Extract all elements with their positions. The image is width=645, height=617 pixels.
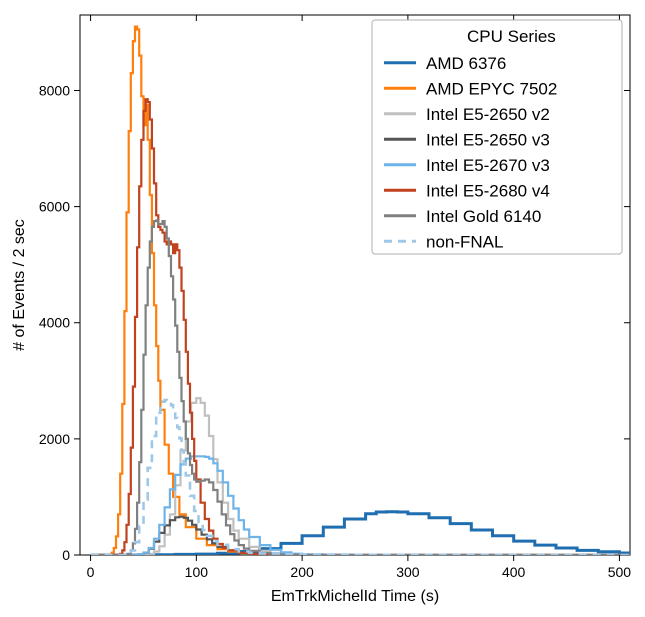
x-tick-label: 300 [396, 564, 420, 580]
chart-svg: 0 100 200 300 400 500 0 2000 4000 6000 8000 EmTrkMi… [0, 0, 645, 617]
legend-label: AMD EPYC 7502 [426, 79, 557, 98]
series-intel-e5-2650-v2 [91, 398, 630, 555]
series-intel-e5-2670-v3 [91, 456, 630, 555]
y-tick-label: 6000 [39, 199, 70, 215]
legend-label: non-FNAL [426, 232, 503, 251]
x-tick-label: 400 [502, 564, 526, 580]
legend-label: Intel E5-2650 v3 [426, 130, 550, 149]
y-tick-label: 2000 [39, 431, 70, 447]
legend-label: Intel E5-2650 v2 [426, 105, 550, 124]
series-non-fnal [91, 400, 630, 555]
series-intel-gold-6140 [91, 221, 630, 556]
legend-label: AMD 6376 [426, 54, 506, 73]
legend-label: Intel E5-2680 v4 [426, 181, 550, 200]
legend-title: CPU Series [467, 27, 556, 46]
legend-label: Intel Gold 6140 [426, 207, 541, 226]
y-tick-label: 4000 [39, 315, 70, 331]
legend-label: Intel E5-2670 v3 [426, 156, 550, 175]
chart-container: 0 100 200 300 400 500 0 2000 4000 6000 8000 EmTrkMi… [0, 0, 645, 617]
x-axis-label: EmTrkMichelId Time (s) [271, 588, 439, 605]
y-tick-label: 0 [62, 547, 70, 563]
x-tick-label: 100 [185, 564, 209, 580]
x-tick-label: 200 [290, 564, 314, 580]
y-tick-label: 8000 [39, 82, 70, 98]
series-intel-e5-2650-v3 [91, 517, 630, 555]
x-tick-label: 0 [87, 564, 95, 580]
y-axis-label: # of Events / 2 sec [11, 219, 28, 351]
x-tick-label: 500 [608, 564, 632, 580]
series-amd-6376 [91, 512, 630, 555]
